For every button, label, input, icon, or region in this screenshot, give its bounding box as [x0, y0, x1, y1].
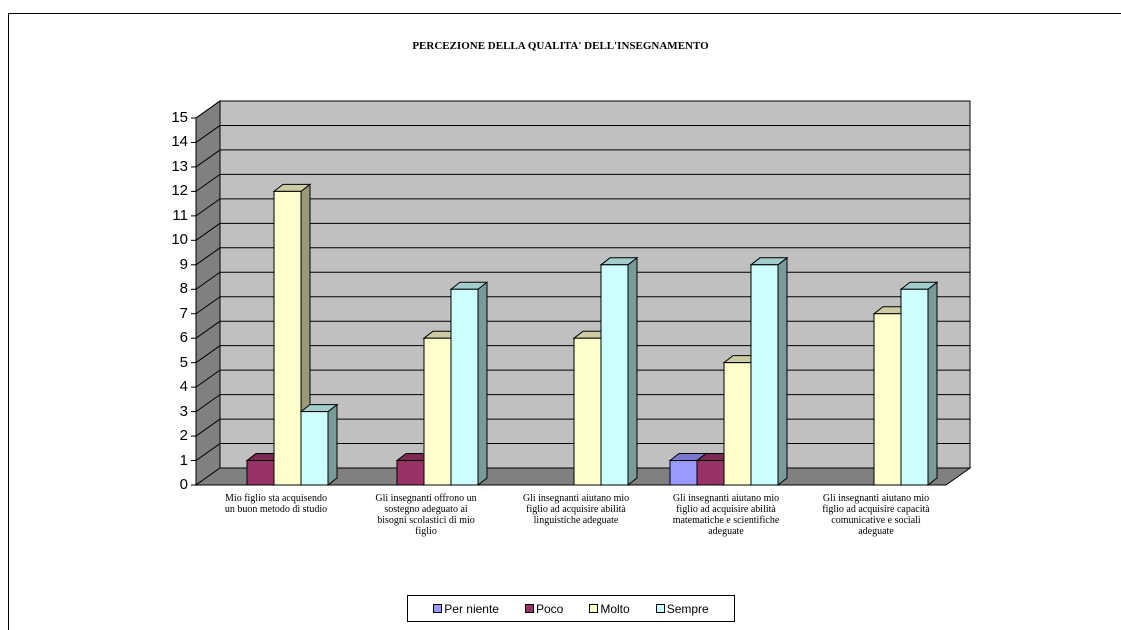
category-label-line: figlio ad acquisire abilità: [526, 504, 626, 515]
legend-label: Poco: [535, 601, 564, 616]
legend-label: Sempre: [666, 601, 709, 616]
bar-front: [273, 190, 302, 486]
bar: [299, 403, 339, 487]
bar-front: [423, 337, 452, 486]
y-tick-label: 3: [179, 402, 188, 420]
category-label: Mio figlio sta acquisendo un buon metodo …: [206, 493, 346, 515]
bar: [749, 256, 789, 487]
category-label-line: figlio ad acquisire abilità: [676, 504, 776, 515]
bar-front: [246, 460, 275, 486]
category-label-line: figlio ad acquisire capacità: [822, 504, 930, 515]
y-tick-label: 13: [171, 157, 188, 175]
bar-front: [900, 288, 929, 486]
y-tick-label: 2: [179, 427, 188, 445]
y-tick-label: 9: [179, 255, 188, 273]
category-label-line: bisogni scolastici di mio: [377, 515, 475, 526]
bar: [449, 281, 489, 487]
gridline-side: [195, 100, 221, 119]
bar-front: [873, 313, 902, 486]
gridline-side: [195, 369, 221, 388]
category-label-line: un buon metodo di studio: [224, 504, 328, 515]
legend-item: Per niente: [433, 602, 499, 616]
y-tick-label: 10: [171, 231, 188, 249]
gridline-side: [195, 296, 221, 315]
category-label-line: Gli insegnanti offrono un: [375, 493, 477, 504]
category-label-line: matematiche e scientifiche: [672, 515, 780, 526]
y-tick-label: 12: [171, 182, 188, 200]
chart-frame: [8, 13, 1121, 630]
category-label-line: linguistiche adeguate: [533, 515, 619, 526]
y-tick-label: 11: [172, 206, 188, 224]
bar-side: [327, 403, 338, 487]
gridline-side: [195, 443, 221, 461]
category-label-line: figlio: [415, 526, 437, 537]
y-tick-label: 0: [179, 476, 188, 493]
y-tick-label: 15: [171, 109, 188, 126]
gridline-side: [195, 149, 221, 168]
legend-label: Molto: [600, 601, 630, 616]
legend-swatch: [433, 604, 443, 613]
category-label-line: adeguate: [708, 526, 744, 537]
bar-front: [750, 264, 779, 486]
gridline-side: [195, 394, 221, 413]
bar-front: [723, 362, 752, 486]
gridline-side: [195, 271, 221, 290]
y-tick-label: 1: [179, 451, 188, 469]
bar: [899, 281, 939, 487]
legend-swatch: [655, 604, 665, 613]
legend-swatch: [589, 604, 599, 613]
bar-side: [927, 281, 938, 487]
y-tick-label: 7: [179, 304, 188, 322]
gridline-side: [195, 320, 221, 339]
category-label: Gli insegnanti offrono un sostegno adegua…: [356, 493, 496, 537]
bar-side: [627, 256, 638, 487]
category-label: Gli insegnanti aiutano mio figlio ad acqu…: [656, 493, 796, 537]
bar-front: [669, 460, 698, 486]
gridline-side: [195, 125, 221, 143]
bar-front: [573, 337, 602, 486]
bar-front: [450, 288, 479, 486]
bar-front: [300, 411, 329, 486]
category-label-line: Gli insegnanti aiutano mio: [522, 493, 630, 504]
category-label-line: adeguate: [858, 526, 894, 537]
legend-label: Per niente: [444, 601, 499, 616]
category-label-line: Mio figlio sta acquisendo: [225, 493, 327, 504]
gridline-side: [195, 173, 221, 192]
chart-title: PERCEZIONE DELLA QUALITA' DELL'INSEGNAME…: [412, 40, 709, 52]
category-label-line: Gli insegnanti aiutano mio: [822, 493, 930, 504]
bar-side: [477, 281, 488, 487]
bar-side: [777, 256, 788, 487]
gridline-side: [195, 345, 221, 364]
y-tick-label: 6: [179, 329, 188, 347]
category-label-line: Gli insegnanti aiutano mio: [672, 493, 780, 504]
gridline-side: [195, 418, 221, 437]
y-tick-label: 14: [171, 133, 188, 151]
legend-item: Molto: [589, 601, 630, 616]
bar-front: [696, 460, 725, 486]
legend-item: Sempre: [655, 601, 709, 616]
legend-item: Poco: [524, 601, 564, 616]
legend-swatch: [524, 604, 534, 613]
category-label: Gli insegnanti aiutano mio figlio ad acqu…: [506, 493, 646, 526]
y-tick-label: 4: [179, 378, 188, 396]
gridline-side: [195, 222, 221, 241]
category-label-line: comunicative e sociali: [831, 515, 921, 526]
y-tick-label: 8: [179, 280, 188, 298]
bar-front: [600, 264, 629, 486]
bar: [599, 256, 639, 487]
gridline-side: [195, 198, 221, 217]
category-label: Gli insegnanti aiutano mio figlio ad acqu…: [806, 493, 946, 537]
legend: Per niente Poco Molto Sempre: [407, 595, 735, 622]
bar-front: [396, 460, 425, 486]
category-label-line: sostegno adeguato ai: [384, 504, 468, 515]
gridline-side: [195, 247, 221, 266]
y-tick-label: 5: [179, 353, 188, 371]
